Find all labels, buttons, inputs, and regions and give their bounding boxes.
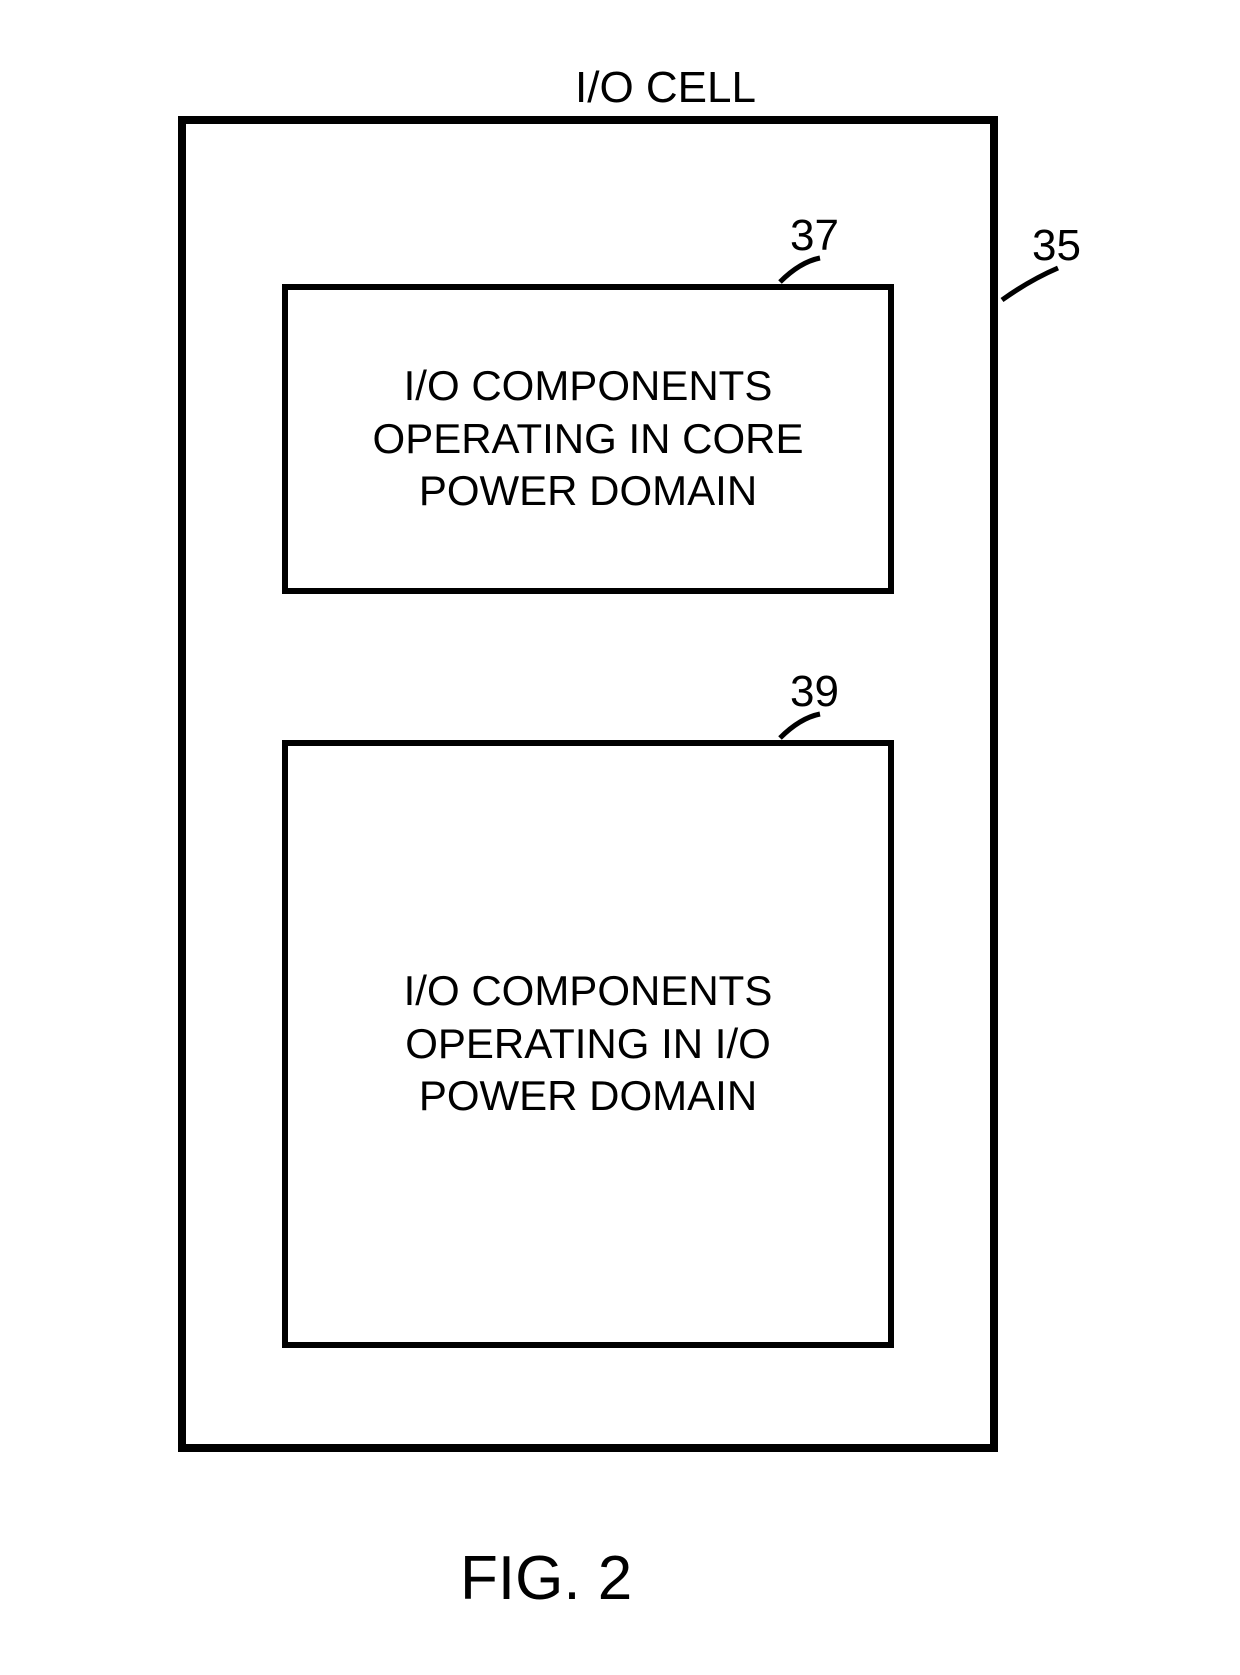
ref-39-leader <box>0 0 1240 1675</box>
figure-canvas: I/O CELL I/O COMPONENTS OPERATING IN COR… <box>0 0 1240 1675</box>
figure-caption: FIG. 2 <box>460 1540 632 1618</box>
